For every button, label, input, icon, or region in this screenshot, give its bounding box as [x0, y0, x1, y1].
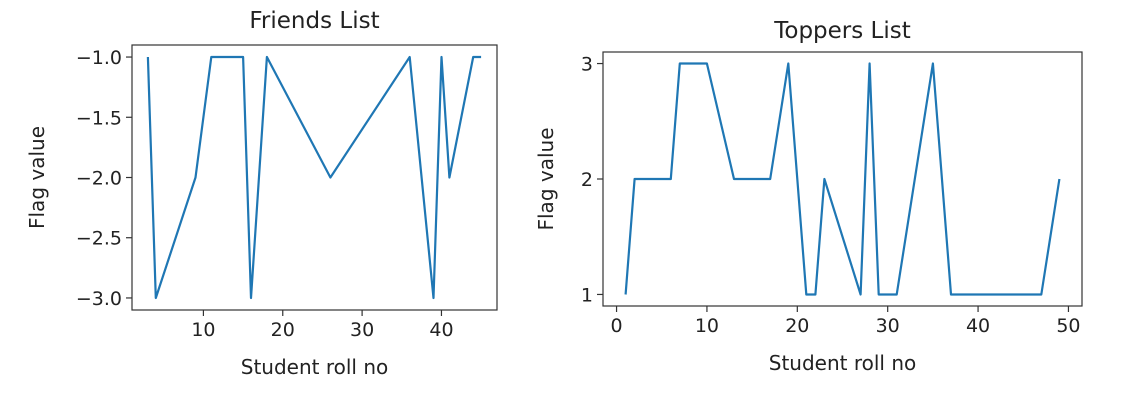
x-tick-label: 20 — [785, 315, 809, 337]
x-tick-label: 30 — [876, 315, 900, 337]
chart-title: Toppers List — [773, 18, 911, 44]
series-line — [624, 62, 1061, 296]
y-axis-label: Flag value — [534, 128, 558, 231]
x-tick-label: 20 — [271, 319, 295, 341]
y-tick-label: 1 — [581, 284, 593, 306]
x-tick-label: 0 — [611, 315, 623, 337]
y-tick-label: −1.5 — [76, 107, 122, 129]
y-tick-label: −2.0 — [76, 168, 122, 190]
x-axis-label: Student roll no — [769, 351, 917, 375]
x-tick-label: 10 — [695, 315, 719, 337]
y-axis-label: Flag value — [25, 126, 49, 229]
y-tick-label: 3 — [581, 54, 593, 76]
x-tick-label: 40 — [966, 315, 990, 337]
x-axis-label: Student roll no — [241, 355, 389, 379]
chart-friends: 10 20 30 40 −1.0 −1.5 −2.0 −2.5 −3.0 Friends List… — [25, 8, 498, 379]
x-tick-label: 10 — [191, 319, 215, 341]
chart-title: Friends List — [249, 8, 379, 34]
y-tick-label: 2 — [581, 169, 593, 191]
y-tick-label: −3.0 — [76, 288, 122, 310]
x-tick-label: 40 — [429, 319, 453, 341]
chart-toppers: 0 10 20 30 40 50 1 2 3 Toppers List Student roll n… — [534, 18, 1083, 375]
x-tick-label: 50 — [1056, 315, 1080, 337]
plot-frame — [602, 51, 1083, 307]
y-tick-label: −1.0 — [76, 47, 122, 69]
y-tick-label: −2.5 — [76, 228, 122, 250]
x-tick-label: 30 — [350, 319, 374, 341]
series-line — [146, 55, 482, 300]
